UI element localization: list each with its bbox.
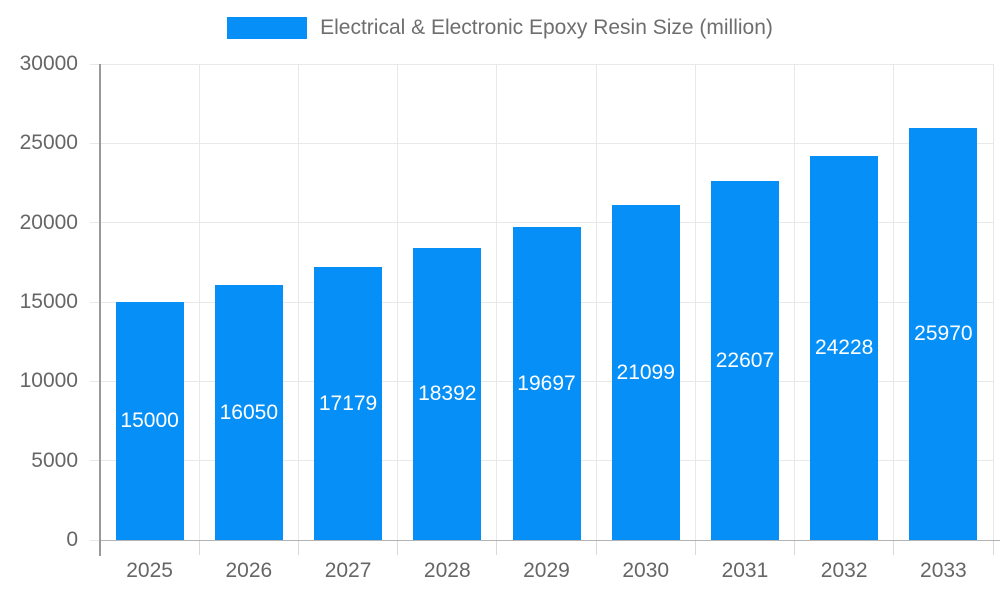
y-tick-mark: [90, 539, 100, 541]
x-tick-label: 2030: [622, 559, 670, 582]
bar-value-label: 24228: [814, 335, 874, 359]
gridline-vertical: [496, 64, 498, 540]
y-tick-mark: [90, 301, 100, 303]
bar-value-label: 19697: [517, 371, 576, 395]
legend-label: Electrical & Electronic Epoxy Resin Size…: [320, 16, 773, 39]
x-axis-line: [100, 539, 1000, 541]
bar: [512, 227, 581, 540]
gridline-horizontal: [100, 63, 993, 65]
bar: [710, 181, 779, 540]
y-tick-label: 0: [66, 528, 78, 551]
x-tick-mark: [992, 540, 994, 555]
y-tick-label: 30000: [19, 52, 78, 75]
bar: [413, 248, 482, 540]
x-tick-label: 2025: [126, 559, 173, 582]
x-tick-label: 2031: [721, 559, 769, 582]
x-tick-mark: [595, 540, 597, 555]
y-tick-label: 10000: [19, 369, 78, 393]
x-tick-label: 2028: [423, 559, 471, 582]
x-tick-mark: [694, 540, 696, 555]
y-tick-mark: [90, 460, 100, 462]
x-tick-mark: [198, 540, 200, 555]
bar-value-label: 21099: [616, 360, 675, 384]
y-tick-mark: [90, 63, 100, 65]
x-tick-label: 2032: [820, 559, 868, 582]
bar-value-label: 17179: [318, 391, 378, 415]
bar: [115, 302, 184, 540]
y-tick-label: 25000: [19, 131, 78, 155]
y-tick-mark: [90, 380, 100, 382]
x-tick-label: 2033: [920, 559, 967, 582]
gridline-horizontal: [100, 142, 993, 144]
y-axis-line: [99, 64, 101, 556]
gridline-vertical: [893, 64, 895, 540]
x-tick-mark: [397, 540, 399, 555]
bar-value-label: 25970: [914, 321, 973, 345]
gridline-vertical: [992, 64, 994, 540]
gridline-horizontal: [100, 222, 993, 224]
bar: [314, 267, 383, 540]
x-tick-mark: [794, 540, 796, 555]
bar: [611, 205, 680, 540]
x-tick-label: 2029: [523, 559, 570, 582]
bar: [909, 127, 978, 540]
gridline-vertical: [397, 64, 399, 540]
x-tick-label: 2026: [225, 559, 273, 582]
x-tick-label: 2027: [324, 559, 372, 582]
bar-value-label: 15000: [120, 409, 179, 432]
bar: [214, 285, 283, 540]
x-tick-mark: [297, 540, 299, 555]
gridline-vertical: [595, 64, 597, 540]
bar-value-label: 22607: [715, 348, 775, 372]
gridline-vertical: [694, 64, 696, 540]
y-tick-label: 20000: [19, 210, 78, 234]
y-tick-label: 15000: [19, 290, 78, 313]
x-tick-mark: [893, 540, 895, 555]
legend: Electrical & Electronic Epoxy Resin Size…: [0, 16, 1000, 40]
y-tick-mark: [90, 142, 100, 144]
gridline-vertical: [198, 64, 200, 540]
legend-swatch-icon: [227, 17, 308, 39]
bar-value-label: 16050: [219, 400, 279, 424]
gridline-vertical: [794, 64, 796, 540]
gridline-vertical: [297, 64, 299, 540]
bar-value-label: 18392: [418, 382, 477, 406]
y-tick-mark: [90, 222, 100, 224]
x-tick-mark: [496, 540, 498, 555]
bar: [810, 155, 879, 540]
y-tick-label: 5000: [31, 448, 78, 472]
legend-item[interactable]: Electrical & Electronic Epoxy Resin Size…: [227, 16, 773, 40]
